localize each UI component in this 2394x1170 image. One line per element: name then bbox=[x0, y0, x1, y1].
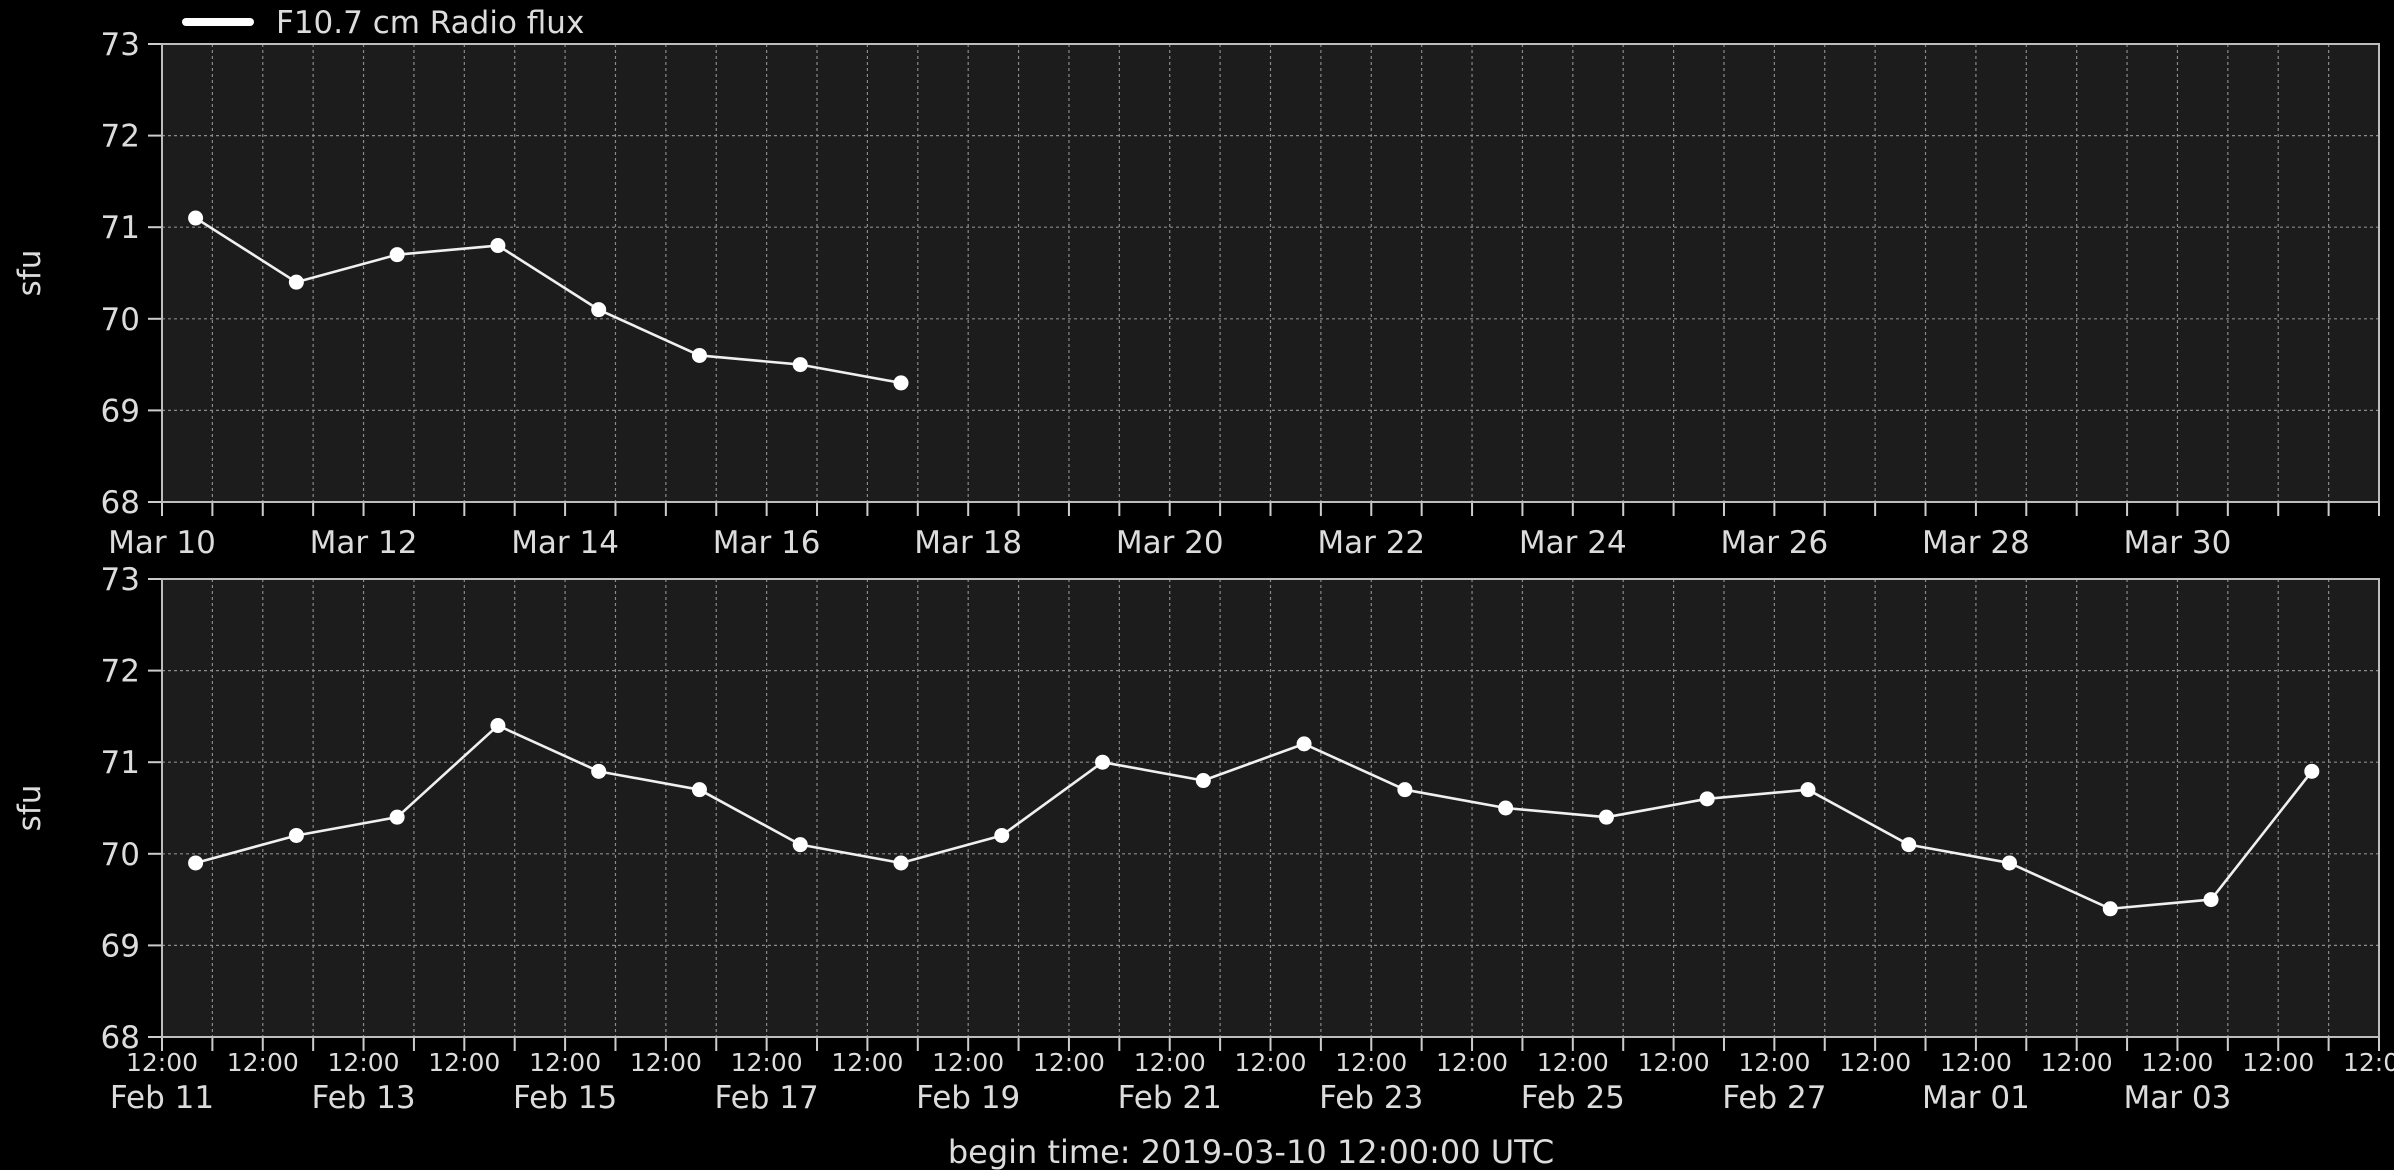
x-minor-tick-label: 12:00 bbox=[529, 1048, 601, 1077]
data-point bbox=[1397, 782, 1413, 798]
x-minor-tick-label: 12:00 bbox=[1839, 1048, 1911, 1077]
x-tick-label: Mar 16 bbox=[713, 525, 821, 561]
x-minor-tick-label: 12:00 bbox=[1436, 1048, 1508, 1077]
x-tick-label: Feb 17 bbox=[715, 1080, 819, 1116]
x-tick-label: Feb 23 bbox=[1319, 1080, 1423, 1116]
data-point bbox=[2102, 901, 2118, 917]
data-point bbox=[490, 238, 506, 254]
data-point bbox=[389, 247, 405, 263]
x-tick-label: Feb 25 bbox=[1521, 1080, 1625, 1116]
data-point bbox=[2002, 855, 2017, 871]
x-minor-tick-label: 12:00 bbox=[932, 1048, 1004, 1077]
data-point bbox=[1901, 837, 1917, 853]
series-line bbox=[195, 724, 2313, 911]
data-point bbox=[288, 827, 304, 843]
y-tick-label: 68 bbox=[101, 485, 140, 521]
y-tick-label: 70 bbox=[101, 302, 140, 338]
x-minor-tick-label: 12:00 bbox=[731, 1048, 803, 1077]
x-tick-label: Mar 18 bbox=[914, 525, 1022, 561]
data-point bbox=[591, 763, 607, 779]
x-minor-tick-label: 12:00 bbox=[1940, 1048, 2012, 1077]
data-point bbox=[893, 375, 909, 391]
y-axis-label: sfu bbox=[12, 785, 48, 832]
x-tick-label: Mar 14 bbox=[511, 525, 619, 561]
x-tick-label: Mar 30 bbox=[2124, 525, 2232, 561]
y-tick-label: 71 bbox=[101, 745, 140, 781]
x-minor-tick-label: 12:00 bbox=[1638, 1048, 1710, 1077]
data-point bbox=[2304, 763, 2320, 779]
x-minor-tick-label: 12:00 bbox=[428, 1048, 500, 1077]
legend: F10.7 cm Radio flux bbox=[182, 5, 584, 41]
data-point bbox=[288, 274, 304, 290]
data-point bbox=[1195, 773, 1211, 789]
data-point bbox=[1598, 809, 1614, 825]
y-tick-label: 71 bbox=[101, 210, 140, 246]
x-minor-tick-label: 12:00 bbox=[1537, 1048, 1609, 1077]
bottom-panel: 68 69 70 71 72 73 sfu Feb 11 Feb 13 Feb 15 Feb 17 F… bbox=[12, 562, 2394, 1116]
y-tick-label: 70 bbox=[101, 837, 140, 873]
x-tick-label: Mar 22 bbox=[1317, 525, 1425, 561]
y-tick-label: 68 bbox=[101, 1020, 140, 1056]
x-minor-tick-label: 12:00 bbox=[2041, 1048, 2113, 1077]
x-tick-label: Mar 26 bbox=[1720, 525, 1828, 561]
data-point bbox=[893, 855, 909, 871]
x-minor-tick-label: 12:00 bbox=[227, 1048, 299, 1077]
x-tick-label: Mar 20 bbox=[1116, 525, 1224, 561]
data-point bbox=[188, 855, 204, 871]
data-point bbox=[691, 347, 707, 363]
y-tick-label: 72 bbox=[101, 119, 140, 155]
x-tick-label: Feb 13 bbox=[311, 1080, 415, 1116]
data-point bbox=[691, 782, 707, 798]
data-point bbox=[792, 357, 808, 373]
y-tick-label: 72 bbox=[101, 654, 140, 690]
x-minor-tick-label: 12:00 bbox=[126, 1048, 198, 1077]
series-line bbox=[194, 216, 902, 385]
x-minor-tick-label: 12:00 bbox=[1134, 1048, 1206, 1077]
x-minor-tick-label: 12:00 bbox=[630, 1048, 702, 1077]
x-tick-label: Feb 11 bbox=[110, 1080, 214, 1116]
top-panel: 68 69 70 71 72 73 sfu Mar 10 Mar 12 Mar 14 Mar 16 M… bbox=[12, 27, 2380, 561]
data-point bbox=[1498, 800, 1514, 816]
axes-frame bbox=[161, 578, 2380, 1038]
x-minor-tick-label: 12:00 bbox=[1234, 1048, 1306, 1077]
x-tick-label: Mar 10 bbox=[108, 525, 216, 561]
x-minor-tick-label: 12:00 bbox=[1335, 1048, 1407, 1077]
x-tick-label: Mar 24 bbox=[1519, 525, 1627, 561]
legend-label: F10.7 cm Radio flux bbox=[276, 5, 584, 41]
data-point bbox=[2203, 892, 2219, 908]
y-axis-label: sfu bbox=[12, 250, 48, 297]
x-minor-tick-label: 12:00 bbox=[1738, 1048, 1810, 1077]
y-tick-label: 73 bbox=[101, 27, 140, 63]
y-tick-label: 69 bbox=[101, 928, 140, 964]
data-point bbox=[389, 809, 405, 825]
x-minor-tick-label: 12:00 bbox=[328, 1048, 400, 1077]
x-minor-tick-label: 12:00 bbox=[2242, 1048, 2314, 1077]
data-point bbox=[591, 302, 607, 318]
data-point bbox=[1095, 754, 1111, 770]
x-tick-label: Feb 27 bbox=[1722, 1080, 1826, 1116]
data-point bbox=[188, 210, 204, 226]
x-tick-label: Feb 21 bbox=[1118, 1080, 1222, 1116]
x-tick-label: Feb 15 bbox=[513, 1080, 617, 1116]
x-tick-label: Feb 19 bbox=[916, 1080, 1020, 1116]
x-tick-label: Mar 01 bbox=[1922, 1080, 2030, 1116]
y-tick-label: 73 bbox=[101, 562, 140, 598]
x-minor-tick-label: 12:00 bbox=[2343, 1048, 2394, 1077]
axes-frame bbox=[161, 43, 2380, 503]
data-point bbox=[1800, 782, 1816, 798]
x-tick-label: Mar 03 bbox=[2124, 1080, 2232, 1116]
x-minor-tick-label: 12:00 bbox=[1033, 1048, 1105, 1077]
x-minor-tick-label: 12:00 bbox=[2141, 1048, 2213, 1077]
x-tick-label: Mar 28 bbox=[1922, 525, 2030, 561]
x-tick-label: Mar 12 bbox=[310, 525, 418, 561]
data-point bbox=[490, 718, 506, 734]
data-point bbox=[994, 827, 1010, 843]
data-point bbox=[792, 837, 808, 853]
x-minor-tick-label: 12:00 bbox=[831, 1048, 903, 1077]
y-tick-label: 69 bbox=[101, 393, 140, 429]
data-point bbox=[1296, 736, 1312, 752]
begin-time-label: begin time: 2019-03-10 12:00:00 UTC bbox=[948, 1133, 1554, 1170]
data-point bbox=[1699, 791, 1715, 807]
